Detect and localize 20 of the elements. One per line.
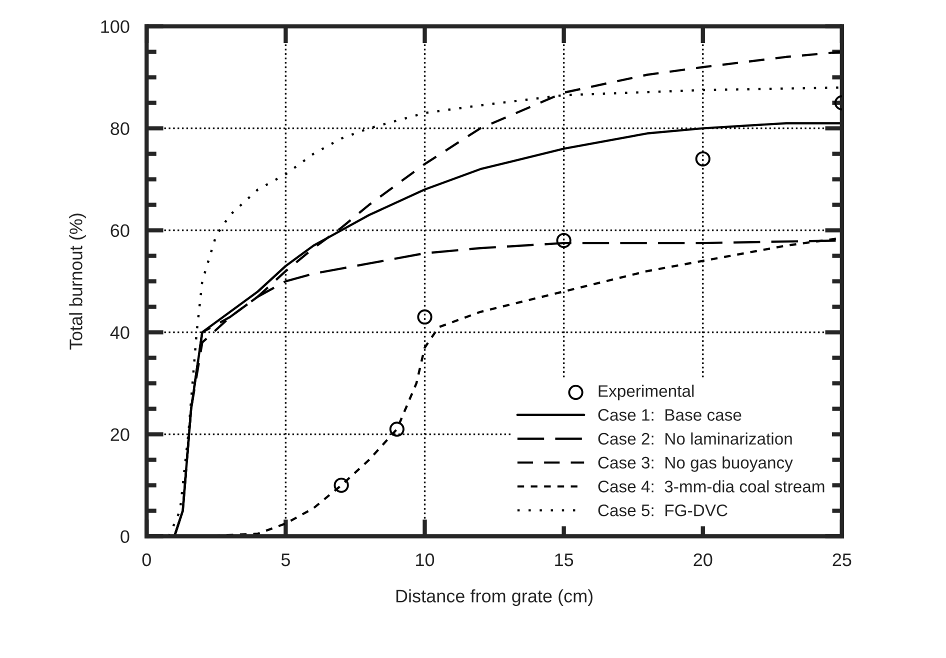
x-tick-label: 10 [416,553,434,566]
x-tick-label: 15 [555,554,574,566]
x-tick-label: 20 [694,553,712,566]
y-axis-title: Total burnout (%) [69,214,86,350]
x-tick-label: 5 [281,554,290,566]
y-tick-label: 40 [110,326,130,340]
y-tick-label: 0 [120,530,130,543]
legend-label: Case 1: Base case [598,409,742,421]
y-tick-label: 60 [110,224,130,238]
y-tick-label: 80 [110,122,130,136]
legend-label: Case 2: No laminarization [598,432,792,445]
legend-label: Experimental [598,384,694,400]
x-tick-label: 25 [832,553,852,566]
legend-label: Case 4: 3-mm-dia coal stream [598,480,824,492]
x-tick-label: 0 [142,553,151,566]
y-tick-label: 100 [101,20,130,34]
x-axis-title: Distance from grate (cm) [396,589,592,606]
y-tick-label: 20 [110,428,130,441]
legend-label: Case 3: No gas buoyancy [598,456,793,472]
legend-label: Case 5: FG-DVC [598,504,728,516]
